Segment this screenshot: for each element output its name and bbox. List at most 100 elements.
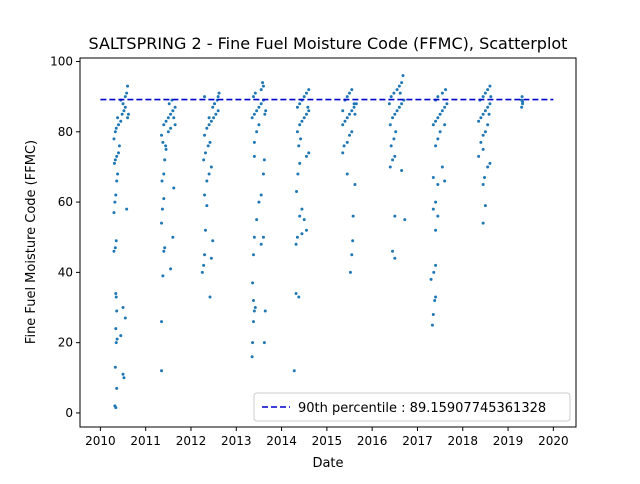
data-point [126, 116, 130, 120]
data-point [350, 253, 354, 257]
data-point [252, 154, 256, 158]
data-point [304, 112, 308, 116]
data-point [436, 116, 440, 120]
data-point [259, 102, 263, 106]
data-point [403, 218, 407, 222]
data-point [483, 91, 487, 95]
data-point [115, 337, 119, 341]
data-point [209, 256, 213, 260]
data-point [253, 306, 257, 310]
data-point [299, 137, 303, 141]
data-point [251, 95, 255, 99]
data-point [263, 112, 267, 116]
data-point [489, 95, 493, 99]
data-point [353, 183, 357, 187]
data-point [115, 309, 119, 313]
data-point [208, 295, 212, 299]
data-point [261, 84, 265, 88]
data-point [438, 130, 442, 134]
data-point [345, 116, 349, 120]
data-point [164, 119, 168, 123]
x-tick-label: 2010 [85, 434, 116, 448]
data-point [211, 239, 215, 243]
data-point [120, 112, 124, 116]
x-tick-label: 2011 [130, 434, 161, 448]
data-point [205, 179, 209, 183]
data-point [431, 207, 435, 211]
data-point [209, 165, 213, 169]
data-point [391, 158, 395, 162]
data-point [341, 123, 345, 127]
data-point [205, 126, 209, 130]
data-point [477, 154, 481, 158]
y-tick-label: 80 [58, 125, 73, 139]
data-point [434, 200, 438, 204]
data-point [125, 91, 129, 95]
data-point [217, 91, 221, 95]
data-point [434, 228, 438, 232]
data-point [397, 105, 401, 109]
data-point [477, 119, 481, 123]
data-point [259, 193, 263, 197]
data-point [169, 267, 173, 271]
data-point [208, 140, 212, 144]
data-point [297, 295, 301, 299]
data-point [307, 151, 311, 155]
x-tick-label: 2016 [357, 434, 388, 448]
data-point [434, 144, 438, 148]
data-point [121, 306, 125, 310]
data-point [351, 214, 355, 218]
data-point [389, 144, 393, 148]
data-point [481, 95, 485, 99]
data-point [262, 341, 266, 345]
data-point [166, 130, 170, 134]
data-point [123, 95, 127, 99]
data-point [213, 102, 217, 106]
data-point [436, 95, 440, 99]
data-point [351, 239, 355, 243]
data-point [114, 291, 118, 295]
data-point [207, 123, 211, 127]
data-point [114, 406, 118, 410]
data-point [203, 228, 207, 232]
data-point [203, 193, 207, 197]
data-point [392, 91, 396, 95]
data-point [434, 263, 438, 267]
data-point [252, 112, 256, 116]
data-point [434, 119, 438, 123]
data-point [487, 112, 491, 116]
data-point [432, 270, 436, 274]
data-point [348, 112, 352, 116]
data-point [161, 274, 165, 278]
data-point [393, 256, 397, 260]
y-tick-label: 40 [58, 265, 73, 279]
data-point [112, 211, 116, 215]
data-point [207, 172, 211, 176]
data-point [121, 102, 125, 106]
data-point [116, 116, 120, 120]
data-point [436, 137, 440, 141]
data-point [298, 214, 302, 218]
data-point [520, 105, 524, 109]
data-point [119, 119, 123, 123]
data-point [430, 323, 434, 327]
data-point [162, 123, 166, 127]
data-point [481, 112, 485, 116]
data-point [479, 116, 483, 120]
data-point [162, 172, 166, 176]
data-point [352, 102, 356, 106]
data-point [113, 200, 117, 204]
data-point [434, 295, 438, 299]
data-point [202, 158, 206, 162]
data-point [160, 320, 164, 324]
data-point [295, 190, 299, 194]
x-tick-label: 2018 [447, 434, 478, 448]
data-point [169, 112, 173, 116]
data-point [160, 221, 164, 225]
data-point [114, 327, 118, 331]
data-point [160, 133, 164, 137]
data-point [341, 109, 345, 113]
data-point [172, 186, 176, 190]
data-point [486, 88, 490, 92]
data-point [257, 123, 261, 127]
